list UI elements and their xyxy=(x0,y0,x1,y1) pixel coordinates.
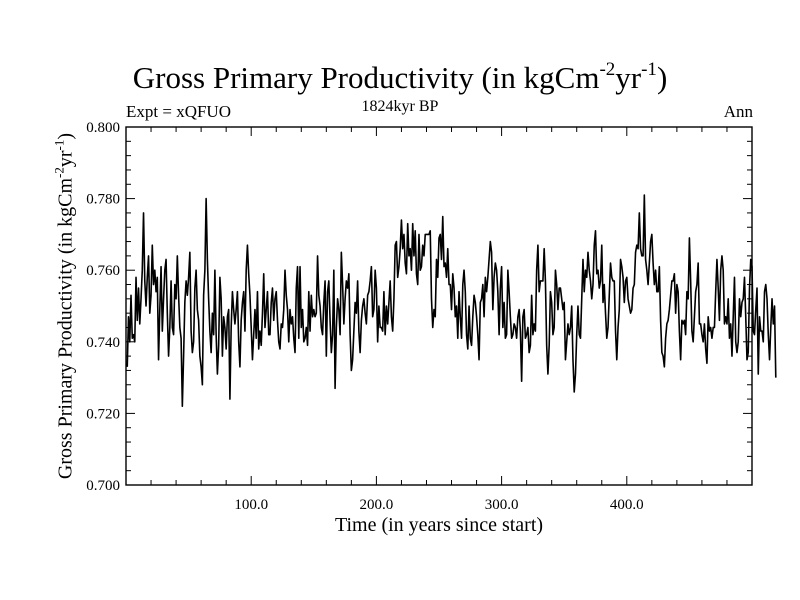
chart-title-sup1: -2 xyxy=(599,59,616,80)
y-axis-label: Gross Primary Productivity (in kgCm-2yr-… xyxy=(51,106,78,506)
chart-title-end: ) xyxy=(656,60,668,95)
y-axis-label-end: ) xyxy=(54,132,77,140)
x-axis-label: Time (in years since start) xyxy=(334,514,544,536)
y-axis-label-mid: yr xyxy=(54,150,77,168)
y-tick-label: 0.800 xyxy=(86,120,120,136)
y-tick-label: 0.740 xyxy=(86,335,120,351)
experiment-label: Expt = xQFUO xyxy=(126,102,231,121)
y-axis-label-sup1: -2 xyxy=(51,167,67,178)
chart-title-sup2: -1 xyxy=(641,59,657,80)
chart-subtitle: 1824kyr BP xyxy=(361,98,439,115)
x-tick-label: 300.0 xyxy=(485,497,519,513)
axis-tick-labels: 100.0 200.0 300.0 400.0 0.700 0.720 0.740 0.760… xyxy=(86,120,643,513)
y-axis-label-sup2: -1 xyxy=(51,139,67,151)
y-tick-label: 0.780 xyxy=(86,192,120,208)
y-tick-label: 0.760 xyxy=(86,263,120,279)
series-line xyxy=(126,194,777,408)
x-tick-label: 100.0 xyxy=(234,497,268,513)
season-label: Ann xyxy=(723,102,753,121)
plot-frame xyxy=(125,126,753,486)
y-axis-label-main: Gross Primary Productivity (in kgCm xyxy=(54,177,77,480)
chart-title-main: Gross Primary Productivity (in kgCm xyxy=(132,60,600,95)
chart-title: Gross Primary Productivity (in kgCm-2yr-… xyxy=(0,58,800,98)
axis-ticks xyxy=(126,127,752,485)
y-tick-label: 0.720 xyxy=(86,406,120,422)
y-tick-label: 0.700 xyxy=(86,478,120,494)
x-tick-label: 400.0 xyxy=(610,497,644,513)
chart-title-mid: yr xyxy=(615,60,642,95)
x-tick-label: 200.0 xyxy=(360,497,394,513)
